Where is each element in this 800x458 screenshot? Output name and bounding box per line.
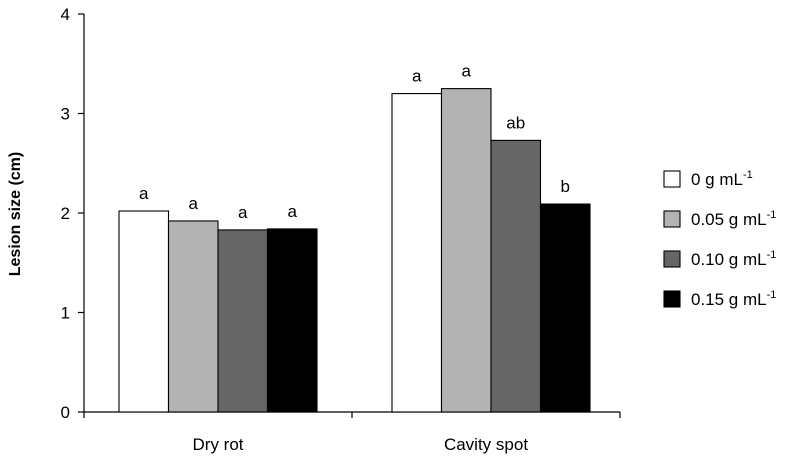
bar [118, 210, 170, 413]
bar [167, 220, 219, 413]
bar [490, 139, 542, 413]
bar [217, 229, 269, 413]
significance-label: a [288, 202, 298, 221]
y-tick-label: 3 [61, 105, 70, 124]
legend-label: 0.10 g mL-1 [691, 249, 776, 269]
significance-label: a [238, 203, 248, 222]
significance-label: a [412, 67, 422, 86]
legend-swatch [663, 250, 681, 268]
significance-label: a [462, 62, 472, 81]
bar [440, 88, 492, 413]
bar [391, 93, 443, 413]
y-tick-label: 0 [61, 403, 70, 422]
legend-swatch [663, 290, 681, 308]
significance-label: ab [506, 113, 525, 132]
legend-swatch [663, 170, 681, 188]
bar-labels: a a a a a a ab b [139, 62, 570, 222]
legend-label: 0 g mL-1 [691, 169, 753, 189]
significance-label: b [561, 177, 570, 196]
significance-label: a [139, 184, 149, 203]
legend: 0 g mL-1 0.05 g mL-1 0.10 g mL-1 0.15 g mL-… [663, 169, 776, 309]
legend-label: 0.05 g mL-1 [691, 209, 776, 229]
bar [539, 203, 591, 413]
y-tick-label: 4 [61, 5, 70, 24]
y-tick-label: 2 [61, 204, 70, 223]
legend-label: 0.15 g mL-1 [691, 289, 776, 309]
legend-swatch [663, 210, 681, 228]
x-category-label: Dry rot [193, 435, 244, 454]
bar [266, 228, 318, 413]
x-category-label: Cavity spot [444, 435, 528, 454]
bars [118, 88, 591, 413]
y-axis-label: Lesion size (cm) [7, 152, 24, 276]
significance-label: a [189, 194, 199, 213]
y-tick-label: 1 [61, 304, 70, 323]
